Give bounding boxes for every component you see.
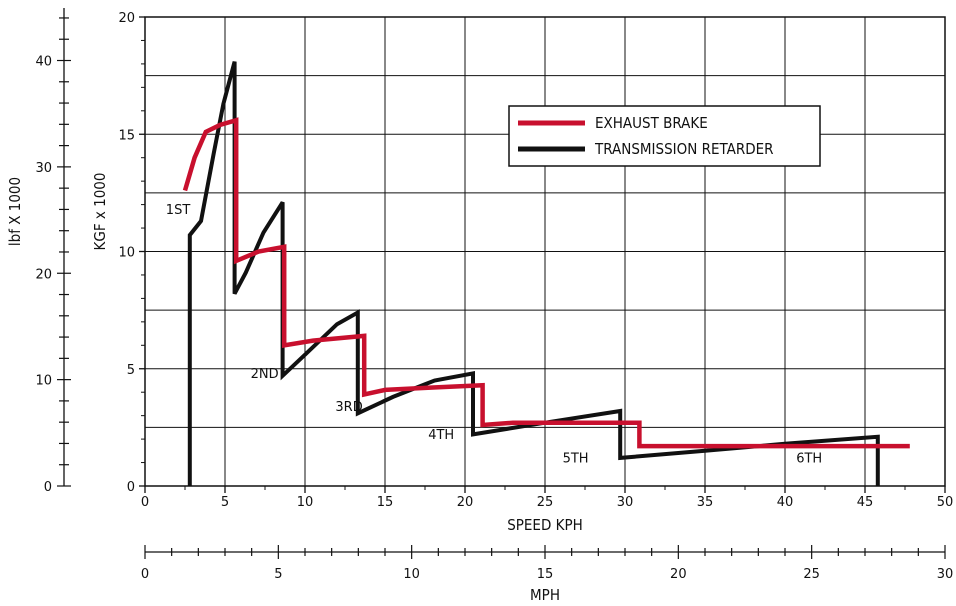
legend-label-transmission-retarder: TRANSMISSION RETARDER: [594, 140, 774, 158]
legend-box: [508, 105, 821, 167]
kph-tick-label: 5: [221, 495, 229, 510]
kph-tick-label: 0: [141, 495, 149, 510]
gear-label: 4TH: [428, 428, 454, 443]
kph-tick-label: 50: [937, 495, 954, 510]
series-group: [182, 61, 910, 486]
kph-tick-label: 45: [857, 495, 874, 510]
lbf-tick-label: 30: [35, 161, 52, 176]
kgf-tick-label: 15: [118, 128, 135, 143]
kgf-tick-label: 20: [118, 11, 135, 26]
lbf-tick-label: 20: [35, 267, 52, 282]
kph-tick-label: 30: [617, 495, 634, 510]
mph-tick-label: 5: [274, 567, 282, 582]
kph-tick-label: 25: [537, 495, 554, 510]
kph-tick-label: 35: [697, 495, 714, 510]
kgf-tick-label: 5: [127, 363, 135, 378]
lbf-axis: 0 10 20 30 40: [35, 8, 71, 495]
lbf-tick-label: 10: [35, 374, 52, 389]
kph-tick-label: 20: [457, 495, 474, 510]
x-axis-title-kph: SPEED KPH: [507, 516, 583, 534]
series-line-transmission-retarder: [187, 61, 880, 486]
mph-tick-label: 10: [403, 567, 420, 582]
kgf-tick-label: 10: [118, 246, 135, 261]
series-line-exhaust-brake: [182, 117, 910, 449]
kph-axis: 0 5 10 15 20 25 30 35 40 45 50: [141, 486, 953, 510]
gear-label: 2ND: [251, 367, 279, 382]
gear-label: 1ST: [166, 203, 191, 218]
legend: EXHAUST BRAKE TRANSMISSION RETARDER: [508, 105, 821, 167]
mph-axis: 0 5 10 15 20 25 30: [141, 545, 953, 582]
gear-label: 6TH: [796, 452, 822, 467]
mph-tick-label: 20: [670, 567, 687, 582]
gear-label: 5TH: [563, 452, 589, 467]
grid: [145, 17, 945, 486]
gear-labels: 1ST 2ND 3RD 4TH 5TH 6TH: [166, 203, 822, 467]
y-axis-title-kgf: KGF x 1000: [91, 173, 109, 251]
mph-tick-label: 25: [803, 567, 820, 582]
y-axis-title-lbf: lbf X 1000: [6, 177, 24, 246]
gear-label: 3RD: [335, 400, 362, 415]
kgf-tick-label: 0: [127, 480, 135, 495]
kph-tick-label: 10: [297, 495, 314, 510]
kph-tick-label: 15: [377, 495, 394, 510]
legend-label-exhaust-brake: EXHAUST BRAKE: [595, 114, 708, 132]
kph-tick-label: 40: [777, 495, 794, 510]
mph-tick-label: 0: [141, 567, 149, 582]
mph-tick-label: 15: [537, 567, 554, 582]
lbf-tick-label: 0: [44, 480, 52, 495]
x-axis-title-mph: MPH: [530, 586, 560, 604]
lbf-tick-label: 40: [35, 55, 52, 70]
mph-tick-label: 30: [937, 567, 954, 582]
kgf-axis: 0 5 10 15 20: [118, 11, 145, 495]
